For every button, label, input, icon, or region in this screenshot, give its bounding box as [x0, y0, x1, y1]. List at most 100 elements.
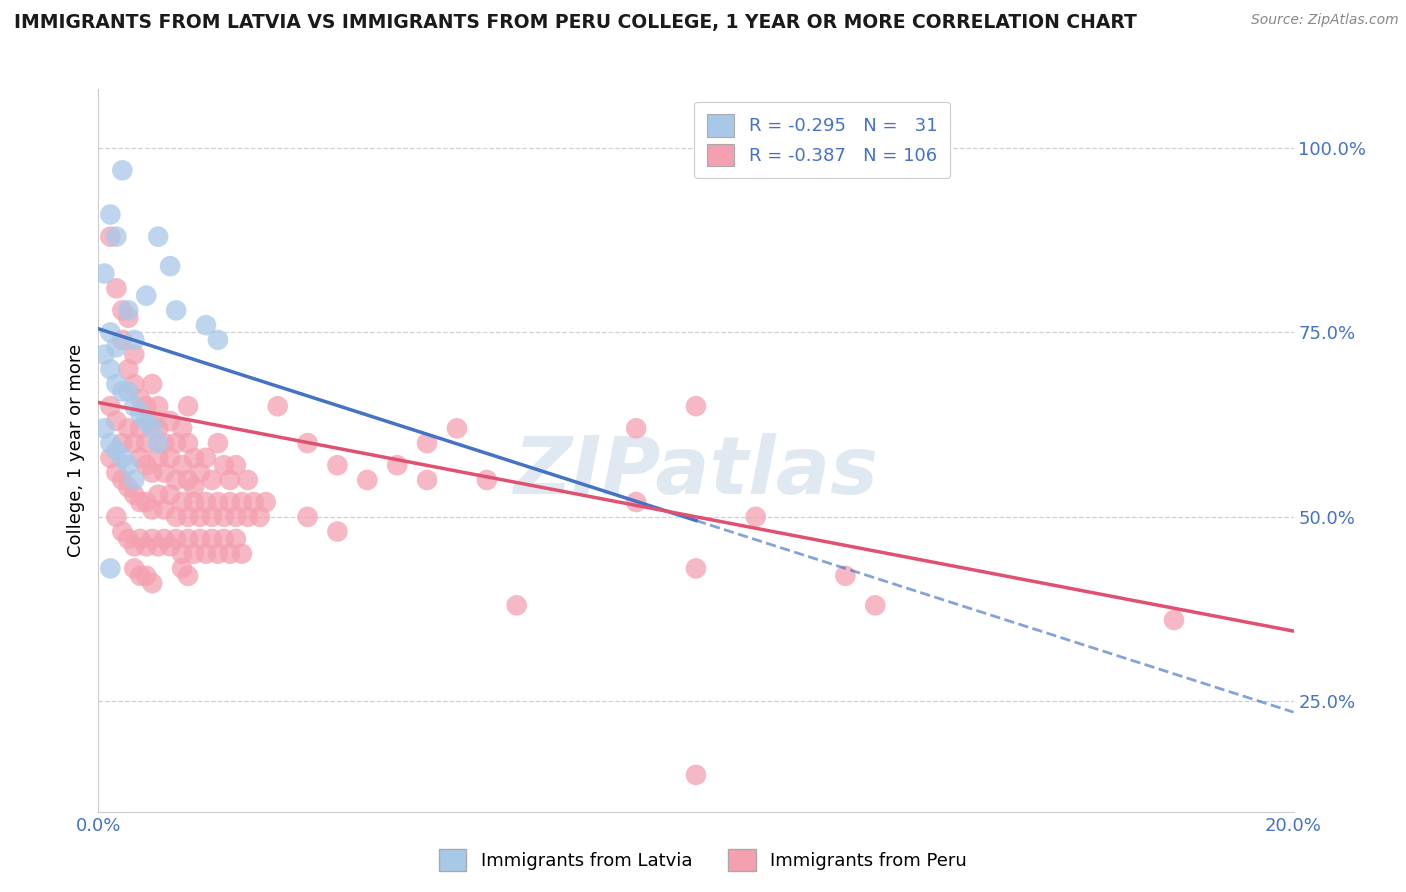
Point [159, 488, 181, 502]
Point [148, 488, 170, 502]
Point [93, 421, 115, 435]
Point [326, 524, 349, 539]
Point [141, 502, 163, 516]
Point [129, 392, 152, 406]
Point [506, 599, 529, 613]
Point [207, 436, 229, 450]
Point [183, 450, 205, 465]
Point [98, 450, 122, 465]
Point [117, 480, 139, 494]
Point [93, 348, 115, 362]
Point [129, 407, 152, 421]
Point [135, 436, 157, 450]
Point [129, 421, 152, 435]
Point [685, 399, 707, 413]
Point [219, 473, 242, 487]
Point [153, 502, 176, 516]
Legend: Immigrants from Latvia, Immigrants from Peru: Immigrants from Latvia, Immigrants from … [432, 842, 974, 879]
Point [195, 547, 218, 561]
Point [212, 532, 235, 546]
Point [416, 436, 439, 450]
Point [98, 561, 122, 575]
Point [117, 421, 139, 435]
Point [865, 599, 887, 613]
Point [1163, 613, 1185, 627]
Point [159, 450, 181, 465]
Point [124, 348, 146, 362]
Point [111, 436, 134, 450]
Legend: R = -0.295   N =   31, R = -0.387   N = 106: R = -0.295 N = 31, R = -0.387 N = 106 [695, 102, 950, 178]
Point [195, 318, 218, 332]
Point [172, 421, 194, 435]
Point [172, 547, 194, 561]
Point [183, 495, 205, 509]
Point [111, 303, 134, 318]
Point [98, 229, 122, 244]
Point [231, 495, 253, 509]
Point [165, 473, 187, 487]
Point [172, 458, 194, 473]
Point [225, 458, 247, 473]
Point [105, 414, 128, 428]
Point [416, 473, 439, 487]
Point [111, 524, 134, 539]
Point [165, 303, 187, 318]
Point [243, 495, 266, 509]
Point [172, 561, 194, 575]
Point [135, 569, 157, 583]
Point [98, 436, 122, 450]
Point [124, 377, 146, 392]
Point [207, 495, 229, 509]
Point [326, 458, 349, 473]
Point [105, 340, 128, 354]
Point [236, 473, 259, 487]
Point [159, 259, 181, 273]
Point [177, 569, 200, 583]
Point [148, 399, 170, 413]
Point [117, 310, 139, 325]
Point [129, 569, 152, 583]
Point [183, 480, 205, 494]
Point [141, 414, 163, 428]
Point [212, 509, 235, 524]
Point [129, 532, 152, 546]
Point [177, 399, 200, 413]
Point [98, 362, 122, 376]
Point [135, 458, 157, 473]
Point [124, 561, 146, 575]
Point [834, 569, 856, 583]
Point [111, 473, 134, 487]
Point [129, 495, 152, 509]
Point [93, 267, 115, 281]
Point [177, 436, 200, 450]
Point [219, 547, 242, 561]
Point [135, 288, 157, 302]
Point [172, 495, 194, 509]
Point [117, 362, 139, 376]
Point [159, 539, 181, 553]
Point [129, 450, 152, 465]
Point [124, 436, 146, 450]
Point [105, 281, 128, 295]
Point [201, 532, 224, 546]
Point [225, 532, 247, 546]
Point [165, 436, 187, 450]
Text: ZIPatlas: ZIPatlas [513, 434, 879, 511]
Point [111, 384, 134, 399]
Point [219, 495, 242, 509]
Point [148, 539, 170, 553]
Point [98, 399, 122, 413]
Point [105, 466, 128, 480]
Point [446, 421, 468, 435]
Point [141, 421, 163, 435]
Point [207, 333, 229, 347]
Point [124, 539, 146, 553]
Point [117, 303, 139, 318]
Point [105, 229, 128, 244]
Point [626, 421, 648, 435]
Point [148, 450, 170, 465]
Point [141, 377, 163, 392]
Point [183, 547, 205, 561]
Point [98, 208, 122, 222]
Point [201, 509, 224, 524]
